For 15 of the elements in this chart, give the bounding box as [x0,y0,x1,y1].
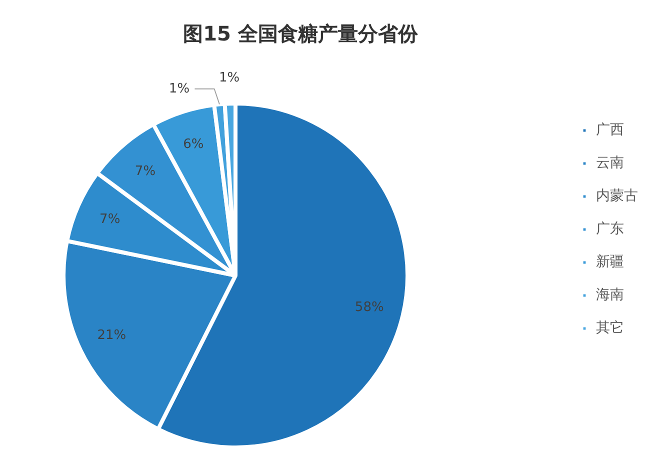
legend-label: 广西 [596,121,624,139]
data-label: 1% [219,70,240,86]
legend-label: 海南 [596,286,624,304]
legend-label: 内蒙古 [596,187,638,205]
chart-title: 图15 全国食糖产量分省份 [183,22,419,46]
data-label: 1% [168,81,190,96]
legend-label: 其它 [596,319,624,337]
legend-label: 新疆 [596,253,624,271]
data-label: 7% [100,212,120,227]
data-label: 7% [134,164,156,180]
data-label: 21% [97,328,126,343]
data-label: 58% [354,300,384,315]
legend-label: 云南 [596,154,624,172]
legend-label: 广东 [596,220,624,238]
data-label: 6% [183,137,204,152]
